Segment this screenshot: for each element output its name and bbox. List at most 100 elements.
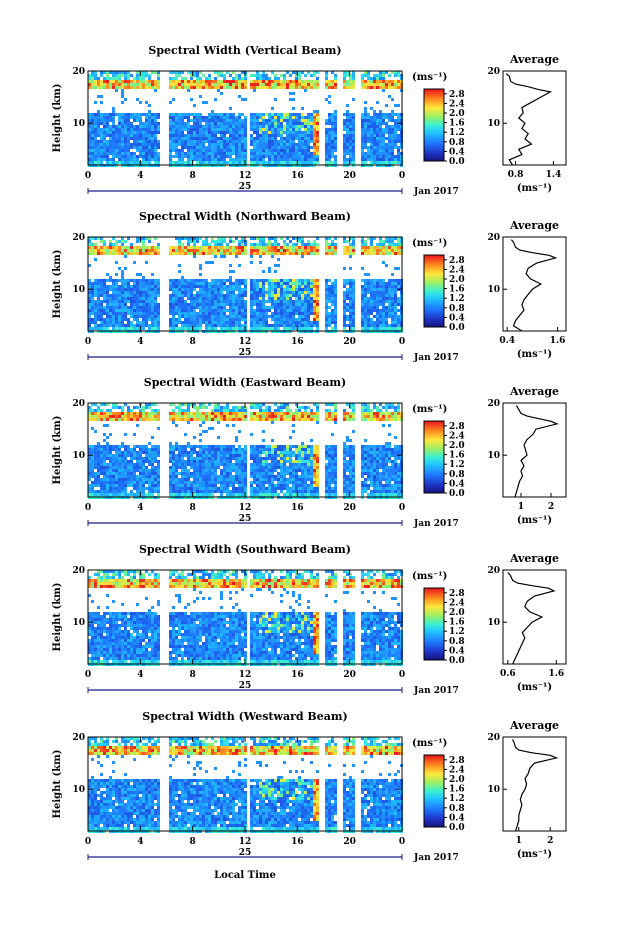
heatmap-cell — [205, 122, 208, 125]
heatmap-cell — [214, 324, 217, 327]
heatmap-cell — [346, 282, 349, 285]
heatmap-cell — [397, 155, 400, 158]
heatmap-cell — [346, 113, 349, 116]
heatmap-cell — [97, 324, 100, 327]
heatmap-cell — [307, 291, 310, 294]
heatmap-cell — [277, 243, 280, 246]
heatmap-cell — [298, 155, 301, 158]
heatmap-cell — [199, 252, 202, 255]
heatmap-cell — [109, 409, 112, 412]
heatmap-cell — [298, 309, 301, 312]
heatmap-cell — [352, 158, 355, 161]
heatmap-cell — [295, 122, 298, 125]
heatmap-cell — [364, 285, 367, 288]
heatmap-cell — [382, 285, 385, 288]
heatmap-cell — [316, 83, 319, 86]
heatmap-cell — [244, 285, 247, 288]
heatmap-cell — [232, 83, 235, 86]
heatmap-cell — [130, 309, 133, 312]
heatmap-cell — [253, 252, 256, 255]
heatmap-cell — [364, 243, 367, 246]
x-tick-label: 20 — [343, 337, 356, 347]
heatmap-cell — [214, 327, 217, 330]
heatmap-cell — [334, 252, 337, 255]
heatmap-cell — [181, 134, 184, 137]
heatmap-cell — [253, 74, 256, 77]
heatmap-cell — [139, 303, 142, 306]
heatmap-cell — [253, 294, 256, 297]
heatmap-cell — [154, 324, 157, 327]
heatmap-cell — [349, 243, 352, 246]
heatmap-cell — [178, 155, 181, 158]
heatmap-cell — [286, 83, 289, 86]
heatmap-cell — [280, 134, 283, 137]
heatmap-cell — [283, 309, 286, 312]
heatmap-cell — [121, 318, 124, 321]
heatmap-cell — [145, 74, 148, 77]
heatmap-cell — [124, 86, 127, 89]
colorbar-tick-label: 2.0 — [449, 109, 465, 119]
heatmap-cell — [139, 77, 142, 80]
heatmap-cell — [196, 80, 199, 83]
heatmap-cell — [121, 297, 124, 300]
heatmap-cell — [325, 98, 328, 101]
heatmap-cell — [292, 152, 295, 155]
heatmap-cell — [280, 315, 283, 318]
heatmap-cell — [142, 282, 145, 285]
heatmap-cell — [331, 285, 334, 288]
heatmap-cell — [229, 128, 232, 131]
colorbar — [423, 88, 445, 162]
heatmap-cell — [97, 309, 100, 312]
heatmap-cell — [202, 119, 205, 122]
heatmap-cell — [184, 312, 187, 315]
heatmap-cell — [100, 237, 103, 240]
heatmap-cell — [214, 71, 217, 74]
heatmap-cell — [334, 294, 337, 297]
heatmap-cell — [373, 324, 376, 327]
heatmap-cell — [178, 279, 181, 282]
heatmap-cell — [370, 303, 373, 306]
heatmap-cell — [169, 318, 172, 321]
heatmap-cell — [271, 146, 274, 149]
heatmap-cell — [376, 134, 379, 137]
heatmap-cell — [259, 122, 262, 125]
heatmap-cell — [271, 83, 274, 86]
heatmap-cell — [235, 321, 238, 324]
heatmap-cell — [211, 294, 214, 297]
heatmap-cell — [151, 436, 154, 439]
day-label: 25 — [239, 182, 252, 192]
heatmap-cell — [103, 481, 106, 484]
heatmap-cell — [121, 478, 124, 481]
heatmap-cell — [193, 116, 196, 119]
heatmap-cell — [136, 415, 139, 418]
heatmap-cell — [124, 249, 127, 252]
heatmap-cell — [133, 472, 136, 475]
heatmap-cell — [310, 285, 313, 288]
heatmap-cell — [121, 279, 124, 282]
heatmap-cell — [268, 267, 271, 270]
heatmap-cell — [376, 128, 379, 131]
heatmap-cell — [277, 86, 280, 89]
heatmap-cell — [262, 327, 265, 330]
heatmap-cell — [139, 294, 142, 297]
heatmap-cell — [304, 249, 307, 252]
heatmap-cell — [253, 143, 256, 146]
heatmap-cell — [313, 158, 316, 161]
heatmap-cell — [283, 149, 286, 152]
heatmap-cell — [136, 406, 139, 409]
heatmap-cell — [136, 119, 139, 122]
heatmap-cell — [199, 83, 202, 86]
heatmap-cell — [343, 321, 346, 324]
heatmap-cell — [271, 134, 274, 137]
heatmap-cell — [334, 306, 337, 309]
heatmap-cell — [205, 152, 208, 155]
heatmap-cell — [313, 152, 316, 155]
heatmap-cell — [115, 318, 118, 321]
heatmap-cell — [154, 306, 157, 309]
heatmap-cell — [289, 152, 292, 155]
heatmap-cell — [115, 288, 118, 291]
heatmap-cell — [277, 122, 280, 125]
heatmap-cell — [301, 83, 304, 86]
heatmap-cell — [169, 137, 172, 140]
heatmap-cell — [103, 454, 106, 457]
